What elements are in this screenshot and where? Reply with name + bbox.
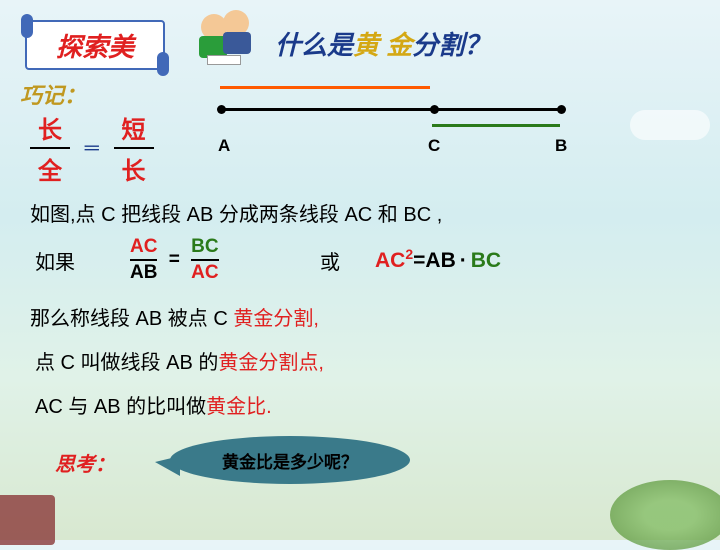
segment-cb-green [432, 124, 560, 127]
ratio-equation: AC AB = BC AC [130, 236, 219, 284]
frac1-denominator: 全 [30, 151, 70, 186]
fraction-bc-ac: BC AC [191, 236, 218, 284]
scroll-banner: 探索美 [25, 20, 165, 70]
numerator-ac: AC [130, 236, 157, 258]
point-b-dot [557, 105, 566, 114]
line4-gold-term: 黄金分割点, [218, 352, 324, 374]
ab-term: AB [425, 249, 455, 272]
title-gold: 黄 金 [353, 30, 412, 60]
label-b: B [555, 136, 567, 156]
frac2-denominator: 长 [114, 151, 154, 186]
point-c-dot [430, 105, 439, 114]
mnemonic-label: 巧记： [20, 78, 86, 110]
title-suffix: 分割？ [412, 30, 490, 60]
frac-line-2 [191, 259, 218, 261]
numerator-bc: BC [191, 236, 218, 258]
bottom-left-decoration [0, 495, 55, 545]
denominator-ac: AC [191, 262, 218, 284]
product-equation: AC2=AB·BC [375, 246, 501, 273]
eq-sign: = [413, 249, 425, 272]
body-line-5: AC 与 AB 的比叫做黄金比. [35, 390, 272, 419]
line4-prefix: 点 C 叫做线段 AB 的 [35, 352, 218, 374]
bubble-text: 黄金比是多少呢？ [222, 448, 358, 473]
equals-sign: ═ [85, 137, 99, 160]
frac1-numerator: 长 [30, 110, 70, 145]
segment-ab-black [220, 108, 560, 111]
line3-prefix: 那么称线段 AB 被点 C [30, 308, 233, 330]
bc-term: BC [471, 249, 501, 272]
title-prefix: 什么是 [275, 30, 353, 60]
line5-gold-term: 黄金比. [206, 396, 272, 418]
cloud-decoration [630, 110, 710, 140]
label-c: C [428, 136, 440, 156]
people-illustration [195, 10, 255, 65]
fraction-1: 长 全 [30, 110, 70, 186]
body-line-1: 如图,点 C 把线段 AB 分成两条线段 AC 和 BC , [30, 198, 442, 227]
body-line-4: 点 C 叫做线段 AB 的黄金分割点, [35, 346, 324, 375]
or-text: 或 [320, 246, 340, 275]
frac-line [130, 259, 157, 261]
ac-squared: AC2 [375, 249, 413, 272]
think-label: 思考： [55, 448, 115, 477]
mnemonic-fractions: 长 全 ═ 短 长 [30, 110, 154, 186]
segment-ac-orange [220, 86, 430, 89]
page-title: 什么是黄 金分割？ [275, 25, 490, 62]
line5-prefix: AC 与 AB 的比叫做 [35, 396, 206, 418]
fraction-ac-ab: AC AB [130, 236, 157, 284]
body-line-2-prefix: 如果 [35, 246, 75, 275]
line-segment-diagram: A C B [210, 80, 570, 160]
frac1-line [30, 147, 70, 149]
equals: = [169, 249, 180, 270]
line3-gold-term: 黄金分割, [233, 308, 319, 330]
frac2-line [114, 147, 154, 149]
fraction-2: 短 长 [114, 110, 154, 186]
banner-text: 探索美 [56, 27, 134, 64]
frac2-numerator: 短 [114, 110, 154, 145]
dot-operator: · [460, 249, 467, 272]
denominator-ab: AB [130, 262, 157, 284]
thought-bubble: 黄金比是多少呢？ [170, 436, 410, 484]
label-a: A [218, 136, 230, 156]
body-line-3: 那么称线段 AB 被点 C 黄金分割, [30, 302, 319, 331]
point-a-dot [217, 105, 226, 114]
